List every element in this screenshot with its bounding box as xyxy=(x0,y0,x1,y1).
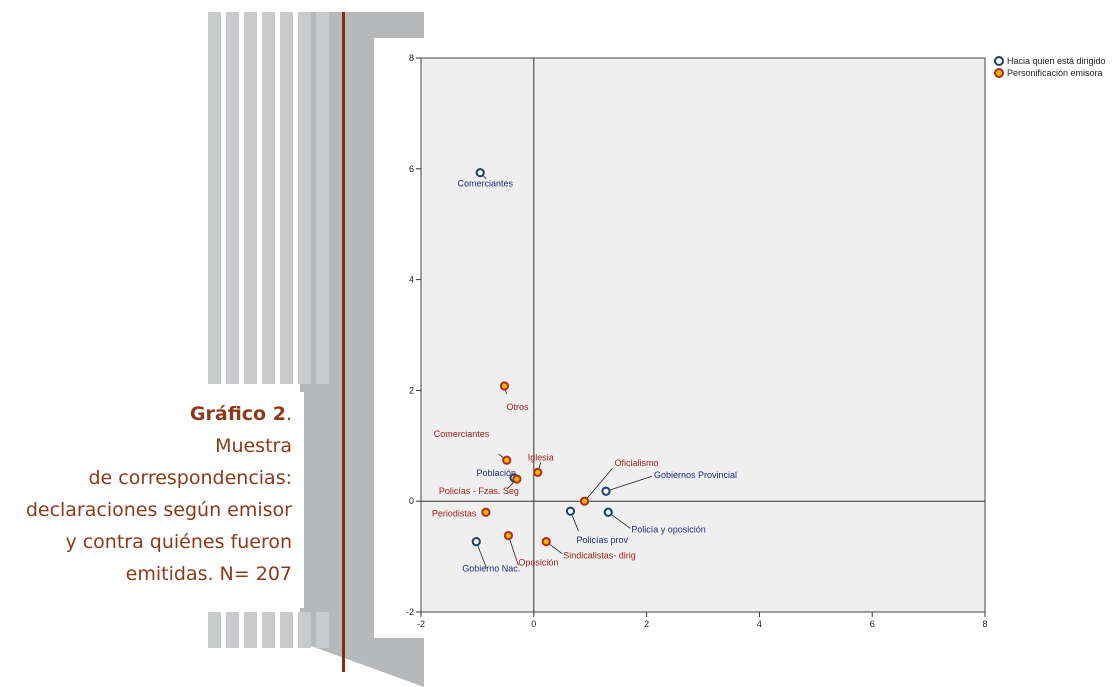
decor-vertical-line xyxy=(342,12,345,672)
y-tick-label: 6 xyxy=(409,164,414,174)
x-tick-label: -2 xyxy=(417,619,425,629)
series-dirigido: Comerciantes Población Gobiernos Provincia… xyxy=(457,168,737,574)
legend-label-dirigido: Hacia quien está dirigido xyxy=(1007,56,1106,66)
x-tick-label: 0 xyxy=(531,619,536,629)
point-label: Otros xyxy=(506,402,529,412)
data-point xyxy=(475,168,485,178)
chart-panel: -2 0 2 4 6 8 -2 0 2 4 6 8 Comerciantes Población Gobie… xyxy=(374,38,1120,638)
caption-title-bold: Gráfico 2 xyxy=(189,403,286,425)
leader-line xyxy=(605,475,653,492)
data-point xyxy=(533,467,543,477)
decor-stripe-top-5 xyxy=(298,12,311,384)
decor-stripe-top-3 xyxy=(262,12,275,384)
chart-legend: Hacia quien está dirigido Personificació… xyxy=(994,55,1106,79)
legend-item-emisora: Personificación emisora xyxy=(994,67,1106,79)
data-point xyxy=(471,537,481,547)
decor-stripe-top-4 xyxy=(280,12,293,384)
caption-line-3: declaraciones según emisor xyxy=(25,499,292,521)
point-label: Iglesia xyxy=(528,452,554,462)
decor-stripe-bottom-5 xyxy=(298,612,311,648)
caption-title: Gráfico 2. xyxy=(0,398,292,430)
caption-line-2: de correspondencias: xyxy=(88,467,292,489)
y-tick-label: 8 xyxy=(409,53,414,63)
leader-line xyxy=(475,541,487,568)
decor-stripe-bottom-1 xyxy=(226,612,239,648)
data-point xyxy=(601,486,611,496)
series-emisora: Otros Comerciantes Iglesia Policías - Fzas.… xyxy=(432,381,659,568)
y-tick-label: 0 xyxy=(409,496,414,506)
data-point xyxy=(541,537,551,547)
x-tick-label: 8 xyxy=(982,619,987,629)
decor-caption-backdrop xyxy=(208,392,304,608)
data-point xyxy=(503,530,514,541)
point-label: Gobiernos Provincial xyxy=(654,470,737,480)
decor-stripe-bottom-2 xyxy=(244,612,257,648)
legend-label-emisora: Personificación emisora xyxy=(1007,68,1103,78)
caption-title-rest: . xyxy=(285,403,292,425)
point-label: Oposición xyxy=(518,558,558,568)
y-tick-label: -2 xyxy=(406,607,414,617)
point-label: Sindicalistas- dirig xyxy=(563,551,636,561)
caption-line-4: y contra quiénes fueron xyxy=(65,531,292,553)
point-label: Policías prov xyxy=(576,535,628,545)
leader-line xyxy=(584,467,613,502)
point-label: Comerciantes xyxy=(434,429,490,439)
decor-stripe-bottom-4 xyxy=(280,612,293,648)
caption-line-5: emitidas. N= 207 xyxy=(125,563,292,585)
data-point xyxy=(512,474,522,484)
decor-stripe-top-1 xyxy=(226,12,239,384)
data-point xyxy=(502,455,512,465)
point-label: Periodistas xyxy=(432,508,477,518)
x-tick-label: 4 xyxy=(757,619,762,629)
point-label: Gobierno Nac. xyxy=(462,564,520,574)
point-label: Oficialismo xyxy=(615,458,659,468)
decor-stripe-top-6 xyxy=(316,12,329,384)
scatter-plot: -2 0 2 4 6 8 -2 0 2 4 6 8 Comerciantes Población Gobie… xyxy=(406,53,988,629)
y-tick-label: 4 xyxy=(409,275,414,285)
decor-top-mask xyxy=(424,12,1120,38)
legend-marker-orange-icon xyxy=(994,68,1004,78)
decor-stripe-bottom-6 xyxy=(316,612,329,648)
data-point xyxy=(499,381,510,391)
data-point xyxy=(579,496,590,506)
point-label: Población xyxy=(477,468,517,478)
leader-line xyxy=(508,535,519,566)
caption-line-1: Muestra xyxy=(215,435,292,457)
point-label: Comerciantes xyxy=(457,179,513,189)
y-tick-label: 2 xyxy=(409,385,414,395)
legend-marker-blue-icon xyxy=(994,56,1004,66)
data-point xyxy=(603,507,613,517)
data-point xyxy=(481,507,491,517)
legend-item-dirigido: Hacia quien está dirigido xyxy=(994,55,1106,67)
x-tick-label: 2 xyxy=(644,619,649,629)
figure-caption: Gráfico 2. Muestra de correspondencias: … xyxy=(0,398,292,590)
decor-stripe-top-2 xyxy=(244,12,257,384)
decor-stripe-bottom-3 xyxy=(262,612,275,648)
point-label: Policía y oposición xyxy=(631,524,706,534)
data-point xyxy=(565,506,576,516)
decor-stripe-top-0 xyxy=(208,12,221,384)
point-label: Policías - Fzas. Seg xyxy=(439,486,519,496)
x-tick-label: 6 xyxy=(870,619,875,629)
decor-stripe-bottom-0 xyxy=(208,612,221,648)
plot-area xyxy=(420,57,986,613)
